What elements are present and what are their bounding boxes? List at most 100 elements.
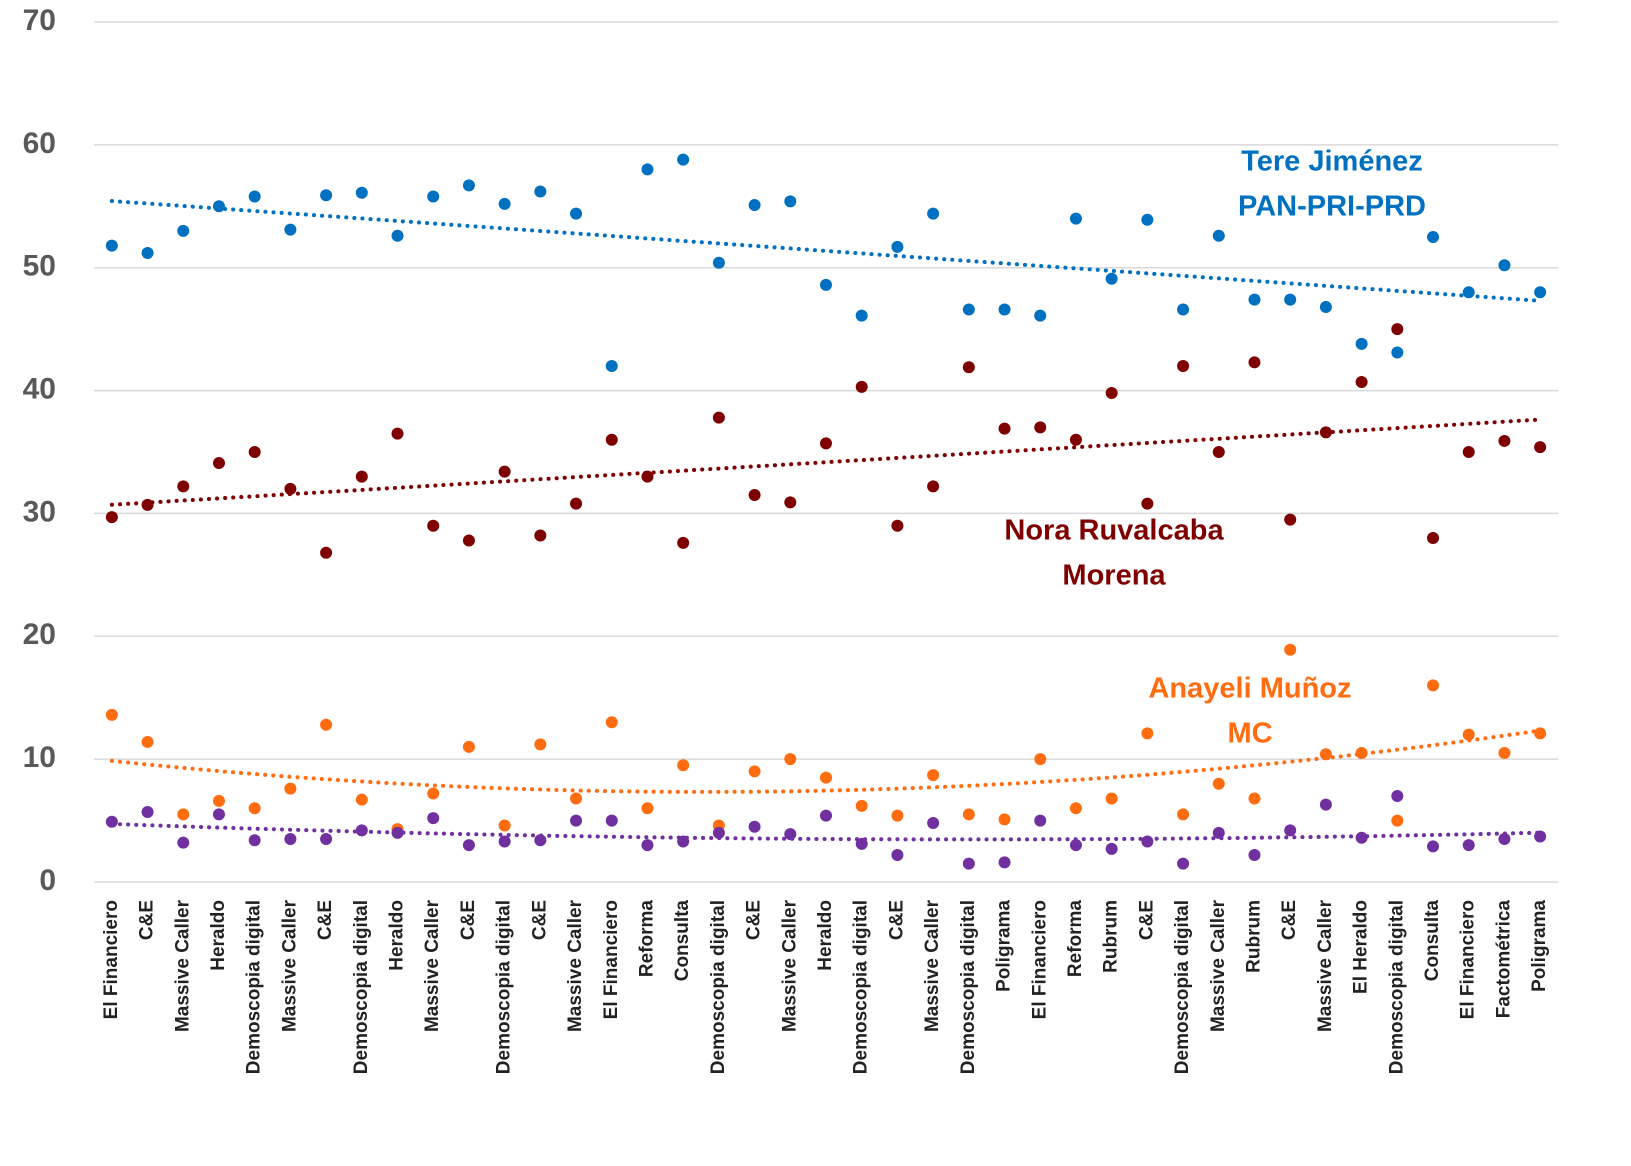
point (427, 519, 440, 532)
point (1498, 259, 1511, 272)
trendline (109, 728, 1543, 794)
point (1212, 777, 1225, 790)
point (1284, 293, 1297, 306)
x-tick-label: El Financiero (1029, 900, 1050, 1019)
x-tick-label: C&E (886, 900, 907, 940)
point (1034, 753, 1047, 766)
point (1355, 337, 1368, 350)
point (820, 809, 832, 822)
point (1105, 792, 1118, 805)
x-tick-label: El Financiero (1458, 900, 1479, 1019)
x-tick-label: Massive Caller (1208, 899, 1229, 1032)
series-label: Morena (1062, 560, 1166, 592)
point (1105, 387, 1118, 400)
point (1248, 848, 1261, 861)
point (1141, 213, 1154, 226)
point (534, 529, 547, 542)
point (784, 753, 797, 766)
point (962, 303, 975, 316)
point (105, 511, 118, 524)
point (605, 433, 618, 446)
point (927, 769, 940, 782)
point (177, 224, 190, 237)
point (1462, 728, 1475, 741)
x-tick-label: Massive Caller (922, 899, 943, 1032)
point (820, 771, 832, 784)
x-tick-label: C&E (744, 900, 765, 940)
point (1105, 272, 1118, 285)
point (284, 833, 297, 845)
point (1355, 747, 1368, 759)
point (927, 817, 940, 830)
point (1427, 231, 1440, 243)
point (1534, 441, 1547, 454)
x-tick-label: Reforma (636, 900, 657, 978)
point (1498, 747, 1511, 759)
point (641, 163, 654, 176)
x-tick-label: El Financiero (601, 900, 622, 1019)
point (1284, 643, 1297, 656)
point (1427, 532, 1440, 544)
x-tick-label: C&E (529, 900, 550, 940)
point (284, 223, 297, 236)
x-tick-label: Demoscopia digital (708, 900, 729, 1074)
point (712, 826, 725, 839)
point (1212, 446, 1225, 458)
x-tick-label: Factométrica (1493, 900, 1514, 1019)
point (1284, 513, 1297, 526)
point (712, 411, 725, 424)
point (1462, 446, 1475, 458)
point (141, 246, 154, 259)
point (141, 805, 154, 818)
point (962, 857, 975, 870)
point (1141, 497, 1154, 510)
point (712, 256, 725, 269)
point (355, 186, 368, 199)
point (1284, 824, 1297, 837)
point (855, 380, 868, 393)
point (1248, 293, 1261, 306)
x-tick-label: El Heraldo (1351, 900, 1372, 994)
point (891, 519, 904, 532)
y-tick-label: 20 (23, 618, 56, 651)
x-tick-label: Massive Caller (779, 899, 800, 1032)
point (748, 199, 761, 212)
point (998, 303, 1011, 316)
point (1069, 839, 1082, 852)
point (1391, 323, 1404, 336)
point (462, 534, 475, 547)
point (248, 446, 261, 458)
point (1069, 212, 1082, 225)
point (570, 207, 583, 220)
x-tick-label: Heraldo (815, 900, 836, 971)
point (498, 465, 511, 478)
point (605, 360, 618, 372)
point (1391, 790, 1404, 802)
point (141, 735, 154, 748)
point (320, 718, 333, 731)
point (1319, 301, 1332, 314)
point (1534, 286, 1547, 299)
point (998, 856, 1011, 869)
point (1034, 421, 1047, 434)
point (1498, 833, 1511, 845)
x-tick-label: Poligrama (994, 900, 1015, 992)
point (1427, 679, 1440, 692)
x-tick-label: Massive Caller (1315, 899, 1336, 1032)
point (1391, 346, 1404, 359)
x-tick-label: Reforma (1065, 900, 1086, 978)
point (748, 765, 761, 778)
point (820, 278, 832, 291)
series-label: Nora Ruvalcaba (1004, 515, 1224, 547)
point (284, 482, 297, 495)
point (177, 808, 190, 821)
point (212, 457, 225, 470)
point (605, 716, 618, 729)
point (355, 470, 368, 483)
point (1177, 857, 1190, 870)
point (320, 546, 333, 559)
y-tick-label: 40 (23, 372, 56, 405)
point (855, 309, 868, 322)
series-label: Tere Jiménez (1241, 146, 1423, 178)
